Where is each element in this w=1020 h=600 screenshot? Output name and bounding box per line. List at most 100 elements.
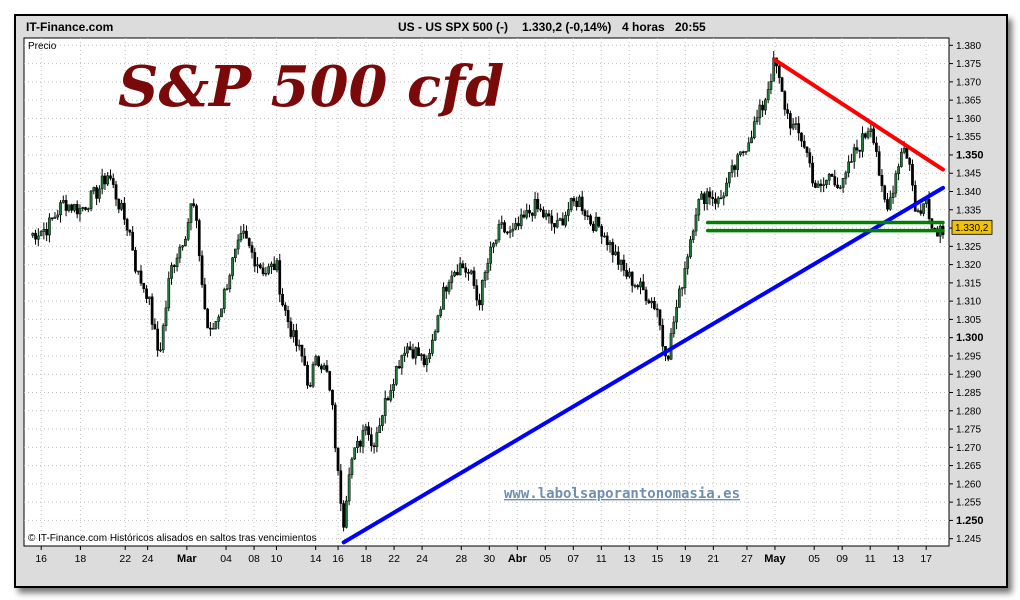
candle-body (855, 147, 859, 151)
candle-body (880, 174, 884, 187)
last-price-tag: 1.330,2 (951, 219, 993, 235)
candle-body (50, 217, 54, 220)
candle-body (528, 210, 531, 214)
y-tick-label: 1.290 (956, 370, 981, 381)
candle-body (908, 158, 912, 165)
x-tick-label: 24 (142, 553, 154, 565)
candle-body (505, 231, 509, 234)
candle-body (408, 346, 412, 350)
candle-body (275, 260, 279, 271)
candle-body (214, 320, 218, 329)
candle-body (791, 123, 795, 129)
candle-body (345, 500, 348, 528)
candle-body (425, 358, 429, 366)
y-tick-label: 1.350 (956, 149, 984, 161)
y-tick-label: 1.305 (956, 315, 981, 326)
candle-body (483, 272, 487, 281)
y-tick-label: 1.365 (956, 96, 981, 107)
x-axis: 16 18 22 24 Mar 04 08 10 14 16 18 22 24 28 30 Abr 05 07 11… (35, 546, 932, 565)
candle-body (797, 123, 801, 134)
candle-body (61, 200, 65, 203)
candle-body (442, 286, 445, 310)
candle-body (386, 398, 390, 401)
candle-body (636, 285, 640, 288)
x-tick-label: 30 (483, 553, 495, 565)
x-tick-label: 15 (651, 553, 663, 565)
candle-body (639, 281, 642, 288)
site-name: IT-Finance.com (26, 20, 113, 34)
candle-body (836, 184, 839, 188)
candle-body (375, 432, 379, 447)
candle-body (53, 216, 57, 219)
candle-body (161, 325, 165, 351)
candle-body (769, 81, 773, 90)
timeframe: 4 horas (622, 20, 665, 34)
x-tick-label: 09 (836, 553, 848, 565)
last-change: 1.330,2 (-0,14%) (522, 20, 611, 34)
candle-body (222, 289, 226, 309)
candle-body (783, 91, 787, 110)
candle-body (525, 210, 529, 218)
candle-body (583, 210, 587, 216)
candle-body (761, 104, 764, 111)
candle-body (628, 271, 631, 277)
y-tick-label: 1.295 (956, 351, 981, 362)
candle-body (367, 426, 370, 435)
candle-body (383, 398, 387, 416)
candle-body (78, 208, 82, 215)
candle-body (134, 250, 137, 272)
candle-body (467, 272, 470, 274)
candle-body (34, 232, 37, 240)
candle-body (811, 162, 814, 184)
candle-body (150, 296, 154, 325)
candle-body (175, 257, 179, 267)
candle-body (42, 228, 46, 232)
y-tick-label: 1.260 (956, 479, 981, 490)
price-chart: IT-Finance.com US - US SPX 500 (-) 1.330… (16, 16, 1006, 565)
candle-body (883, 185, 887, 200)
candle-body (741, 151, 745, 154)
candle-body (605, 235, 609, 246)
y-tick-label: 1.340 (956, 187, 981, 198)
candle-body (714, 198, 717, 204)
candle-body (325, 365, 329, 372)
candle-body (569, 198, 573, 210)
candle-body (514, 223, 517, 230)
candle-body (256, 264, 259, 267)
candle-body (730, 165, 734, 173)
y-tick-label: 1.375 (956, 59, 981, 70)
y-tick-label: 1.265 (956, 461, 981, 472)
candle-body (56, 214, 60, 218)
x-tick-label: 16 (35, 553, 47, 565)
candle-body (120, 202, 123, 210)
candle-body (228, 275, 232, 289)
candle-body (866, 131, 870, 138)
candle-body (45, 228, 49, 236)
candle-body (586, 215, 590, 217)
y-tick-label: 1.285 (956, 388, 981, 399)
candle-body (270, 263, 273, 267)
candle-body (575, 200, 579, 207)
candle-body (472, 270, 476, 286)
candle-body (539, 208, 542, 211)
candle-body (694, 214, 698, 232)
candle-body (872, 128, 875, 144)
candle-body (261, 267, 265, 275)
x-tick-label: 04 (220, 553, 232, 565)
candle-body (702, 193, 706, 204)
x-tick-label: 21 (708, 553, 720, 565)
candle-body (464, 267, 468, 273)
candle-body (553, 223, 556, 228)
y-tick-label: 1.300 (956, 332, 984, 344)
candle-body (697, 199, 701, 216)
watermark-link[interactable]: www.labolsaporantonomasia.es (504, 486, 740, 502)
y-tick-label: 1.345 (956, 169, 981, 180)
candle-body (844, 172, 848, 179)
candle-body (711, 196, 715, 200)
candle-body (886, 199, 889, 210)
candle-body (286, 310, 290, 323)
candle-body (411, 349, 415, 359)
candle-body (450, 275, 454, 283)
candle-body (153, 324, 157, 330)
candle-body (683, 268, 687, 289)
